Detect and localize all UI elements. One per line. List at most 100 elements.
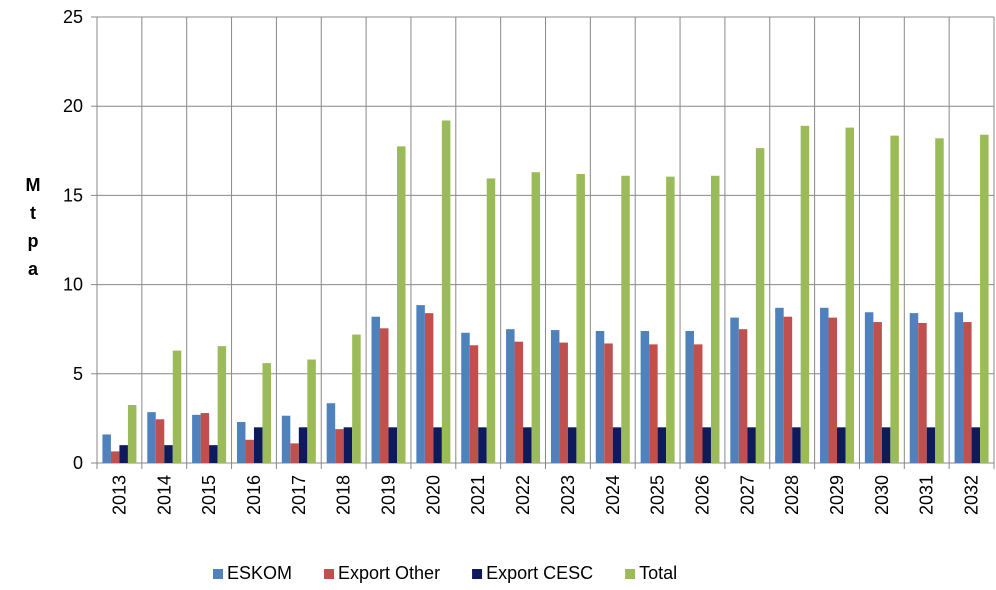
bar (335, 429, 344, 463)
bar (621, 175, 630, 463)
bar (612, 427, 622, 463)
bar (881, 427, 891, 463)
x-tick-label: 2027 (737, 475, 757, 515)
bar (380, 328, 389, 463)
x-tick-label: 2014 (154, 475, 174, 515)
bar (649, 344, 658, 463)
bar (245, 439, 254, 463)
bar (307, 359, 316, 463)
x-tick-label: 2019 (379, 475, 399, 515)
bar (738, 329, 748, 463)
legend-label: ESKOM (227, 563, 292, 583)
bar (640, 330, 650, 463)
bar (110, 451, 120, 463)
bar (424, 313, 434, 463)
bar (397, 146, 406, 463)
bar (963, 322, 972, 463)
bar (666, 176, 675, 463)
bar (172, 350, 182, 463)
bar (461, 332, 470, 463)
bar (281, 415, 291, 463)
bar (800, 125, 810, 463)
bar (890, 135, 899, 464)
bar (290, 443, 299, 463)
bar (873, 322, 882, 463)
bar (155, 419, 165, 463)
bar (755, 148, 765, 463)
bar (918, 322, 927, 463)
bar (217, 346, 227, 463)
bar (845, 127, 855, 463)
x-tick-label: 2025 (648, 475, 668, 515)
bar (236, 421, 246, 463)
bar (326, 403, 336, 463)
bar (954, 312, 964, 463)
legend-label: Total (639, 563, 677, 583)
x-tick-label: 2020 (423, 475, 443, 515)
bar (710, 175, 720, 463)
bar (253, 427, 263, 463)
bar (559, 342, 568, 463)
y-tick-label: 5 (73, 364, 83, 384)
bar (693, 344, 703, 463)
bar (371, 316, 381, 463)
legend-swatch (472, 569, 483, 579)
bar (441, 120, 451, 464)
bar (971, 427, 981, 463)
legend-label: Export CESC (486, 563, 593, 583)
bar (388, 427, 398, 463)
bar (864, 312, 874, 463)
legend-swatch (324, 569, 335, 579)
bar (102, 434, 111, 463)
x-tick-label: 2022 (513, 475, 533, 515)
x-tick-label: 2032 (962, 475, 982, 515)
bar (192, 414, 201, 463)
y-tick-label: 10 (63, 275, 83, 295)
bar (469, 345, 479, 463)
x-tick-label: 2031 (917, 475, 937, 515)
y-axis-label: Mtpa (23, 175, 43, 287)
bar (343, 427, 353, 463)
y-tick-label: 20 (63, 96, 83, 116)
x-tick-label: 2018 (334, 475, 354, 515)
bar (352, 334, 361, 463)
bar (702, 427, 711, 463)
bar (775, 307, 784, 463)
x-tick-label: 2028 (782, 475, 802, 515)
bar (298, 427, 308, 463)
x-tick-label: 2023 (558, 475, 578, 515)
bar (531, 172, 541, 463)
bar (657, 427, 667, 463)
bar (119, 445, 128, 463)
legend-swatch (213, 569, 223, 579)
x-tick-label: 2017 (289, 475, 309, 515)
bar (595, 330, 605, 463)
x-tick-label: 2026 (692, 475, 712, 515)
y-tick-label: 0 (73, 453, 83, 473)
bar (514, 341, 524, 463)
bar (783, 316, 793, 463)
bar (200, 413, 210, 463)
bar (209, 445, 218, 463)
x-tick-label: 2021 (468, 475, 488, 515)
bar (164, 445, 173, 463)
y-tick-label: 25 (63, 7, 83, 27)
bar (550, 330, 560, 463)
bar (486, 178, 496, 463)
legend-label: Export Other (338, 563, 440, 583)
bar (416, 305, 425, 463)
bar (792, 427, 801, 463)
x-tick-label: 2029 (827, 475, 847, 515)
legend-swatch (625, 569, 636, 579)
bar (478, 427, 487, 463)
bar (909, 313, 919, 463)
bar (747, 427, 756, 463)
bar (980, 134, 989, 463)
bar (523, 427, 532, 463)
y-tick-label: 15 (63, 185, 83, 205)
bar (576, 173, 585, 463)
bar (147, 412, 156, 463)
bar (730, 317, 739, 463)
